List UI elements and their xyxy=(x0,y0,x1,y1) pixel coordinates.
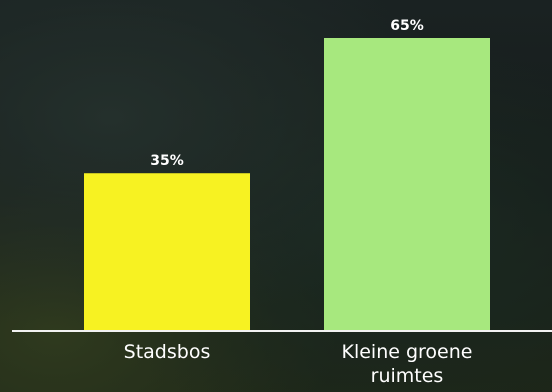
bars-group xyxy=(84,38,490,331)
category-label-0: Stadsbos xyxy=(57,340,277,364)
category-label-1: Kleine groene ruimtes xyxy=(297,340,517,388)
category-label-0-line-0: Stadsbos xyxy=(123,341,211,363)
value-label-0: 35% xyxy=(150,153,184,169)
value-labels-group: 35% 65% xyxy=(150,18,424,169)
bar-0 xyxy=(84,173,250,331)
category-label-1-line-0: Kleine groene xyxy=(341,341,473,363)
value-label-1: 65% xyxy=(390,18,424,34)
bar-1 xyxy=(324,38,490,331)
category-label-1-line-1: ruimtes xyxy=(370,365,444,387)
